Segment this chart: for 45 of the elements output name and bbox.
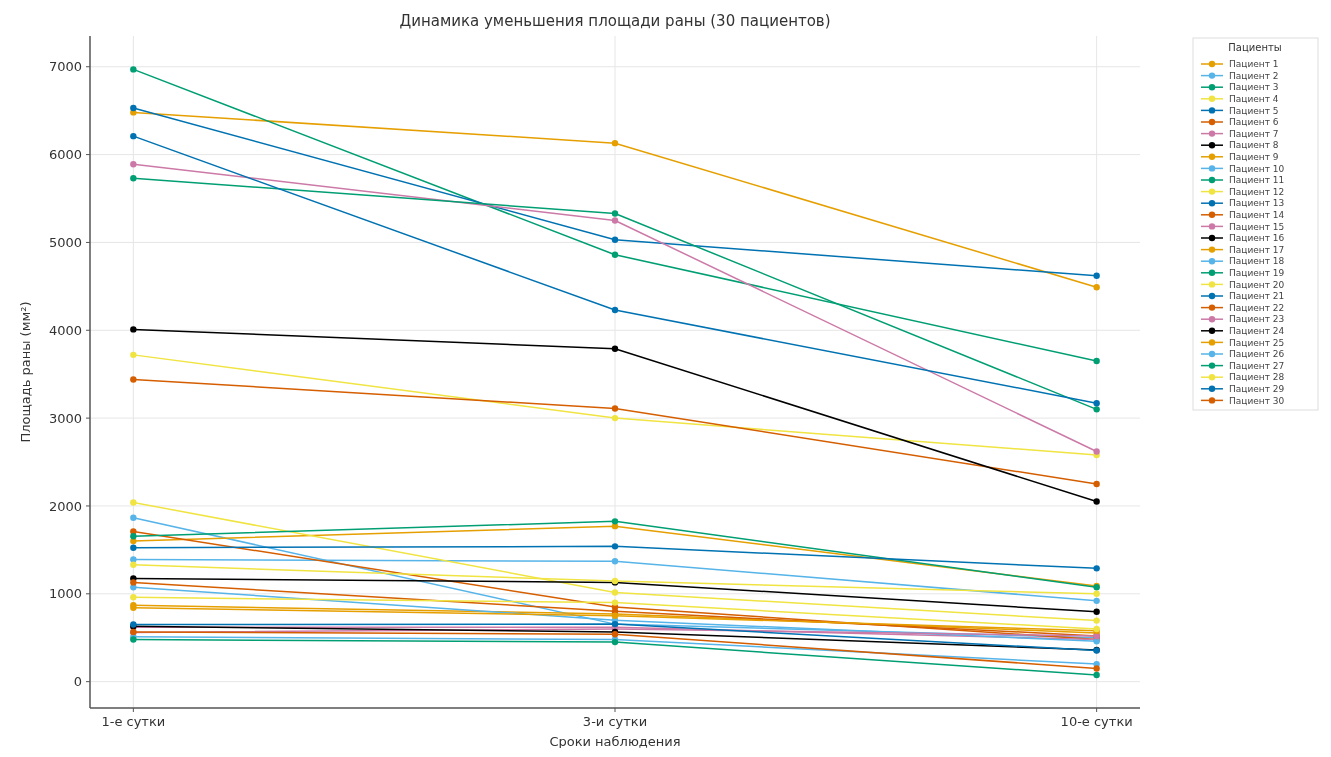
legend-label: Пациент 19 [1229, 267, 1285, 278]
legend-label: Пациент 14 [1229, 209, 1285, 220]
legend-label: Пациент 20 [1229, 279, 1285, 290]
y-tick-label: 6000 [48, 147, 82, 163]
legend-label: Пациент 25 [1229, 337, 1285, 348]
legend-label: Пациент 24 [1229, 325, 1285, 336]
legend-label: Пациент 7 [1229, 128, 1279, 139]
legend-label: Пациент 9 [1229, 151, 1279, 162]
legend-label: Пациент 12 [1229, 186, 1285, 197]
legend-label: Пациент 3 [1229, 82, 1279, 93]
legend-label: Пациент 30 [1229, 395, 1285, 406]
legend-label: Пациент 4 [1229, 93, 1279, 104]
legend-label: Пациент 10 [1229, 163, 1285, 174]
legend-label: Пациент 21 [1229, 291, 1285, 302]
legend-label: Пациент 27 [1229, 360, 1285, 371]
legend-label: Пациент 26 [1229, 349, 1285, 360]
y-tick-label: 1000 [48, 586, 82, 602]
y-tick-label: 4000 [48, 322, 82, 338]
legend-label: Пациент 23 [1229, 314, 1285, 325]
y-tick-label: 0 [73, 674, 82, 690]
y-tick-label: 5000 [48, 234, 82, 250]
legend-label: Пациент 28 [1229, 372, 1285, 383]
legend-label: Пациент 5 [1229, 105, 1279, 116]
y-tick-label: 3000 [48, 410, 82, 426]
legend-label: Пациент 8 [1229, 140, 1279, 151]
legend-label: Пациент 15 [1229, 221, 1285, 232]
y-tick-label: 2000 [48, 498, 82, 514]
chart-title: Динамика уменьшения площади раны (30 пациентов) [399, 12, 831, 30]
x-axis-title: Сроки наблюдения [549, 734, 681, 749]
legend-label: Пациент 1 [1229, 59, 1279, 70]
legend-label: Пациент 22 [1229, 302, 1285, 313]
legend-title: Пациенты [1228, 42, 1282, 53]
legend-label: Пациент 6 [1229, 117, 1279, 128]
x-tick-label: 10-е сутки [1060, 714, 1133, 729]
x-tick-label: 1-е сутки [101, 714, 166, 729]
legend-label: Пациент 11 [1229, 175, 1285, 186]
legend-label: Пациент 17 [1229, 244, 1285, 255]
legend-label: Пациент 18 [1229, 256, 1285, 267]
legend-label: Пациент 29 [1229, 383, 1285, 394]
y-tick-label: 7000 [48, 59, 82, 75]
legend-label: Пациент 13 [1229, 198, 1285, 209]
y-axis-title: Площадь раны (мм²) [18, 301, 33, 443]
legend-label: Пациент 16 [1229, 233, 1285, 244]
legend-label: Пациент 2 [1229, 70, 1279, 81]
x-tick-label: 3-и сутки [582, 714, 648, 729]
